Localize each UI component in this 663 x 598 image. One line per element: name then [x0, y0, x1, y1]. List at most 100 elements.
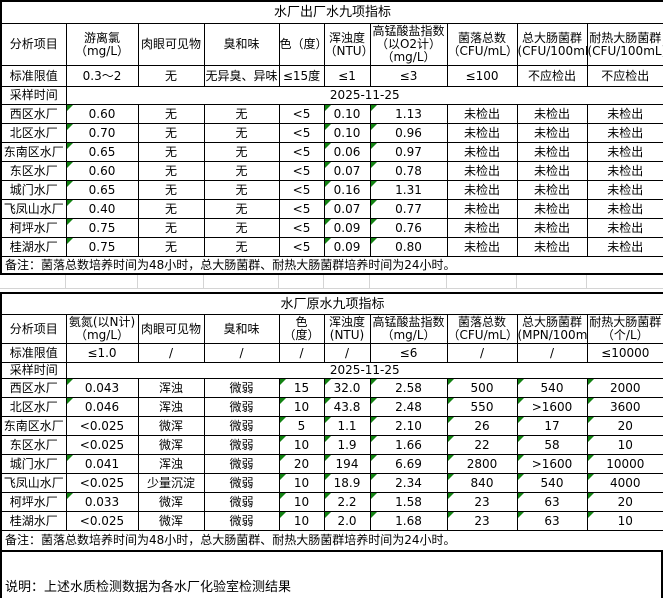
limit-cell[interactable]: 不应检出	[586, 65, 663, 87]
column-header-cell[interactable]: 总大肠菌群(CFU/100mL)	[516, 23, 588, 66]
value-cell[interactable]: 840	[446, 473, 518, 493]
row-header-cell[interactable]: 北区水厂	[0, 397, 67, 417]
value-cell[interactable]: 2800	[446, 454, 518, 474]
value-cell[interactable]: 未检出	[446, 180, 518, 200]
row-header-cell[interactable]: 柯坪水厂	[0, 218, 67, 238]
sample-date-cell[interactable]: 2025-11-25	[65, 86, 663, 105]
value-cell[interactable]: 1.1	[323, 416, 371, 436]
value-cell[interactable]: 18.9	[323, 473, 371, 493]
value-cell[interactable]: 63	[516, 511, 588, 531]
column-header-cell[interactable]: 耐热大肠菌群 （个/L）	[586, 314, 663, 344]
value-cell[interactable]: 0.78	[369, 161, 448, 181]
value-cell[interactable]: 0.60	[65, 104, 139, 124]
row-header-cell[interactable]: 东区水厂	[0, 161, 67, 181]
value-cell[interactable]: 无	[203, 161, 280, 181]
value-cell[interactable]: 43.8	[323, 397, 371, 417]
value-cell[interactable]: 未检出	[586, 104, 663, 124]
limit-cell[interactable]: ≤15度	[278, 65, 325, 87]
value-cell[interactable]: 无	[137, 237, 205, 257]
column-header-cell[interactable]: 总大肠菌群(MPN/100mL)	[516, 314, 588, 344]
value-cell[interactable]: 少量沉淀	[137, 473, 205, 493]
value-cell[interactable]: 2.58	[369, 378, 448, 398]
column-header-cell[interactable]: 色（度）	[278, 23, 325, 66]
value-cell[interactable]: 未检出	[446, 104, 518, 124]
value-cell[interactable]: 20	[278, 454, 325, 474]
row-header-cell[interactable]: 桂湖水厂	[0, 511, 67, 531]
value-cell[interactable]: 微浑	[137, 492, 205, 512]
row-header-cell[interactable]: 标准限值	[0, 343, 67, 363]
row-header-cell[interactable]: 柯坪水厂	[0, 492, 67, 512]
value-cell[interactable]: 20	[586, 492, 663, 512]
value-cell[interactable]: 无	[203, 142, 280, 162]
value-cell[interactable]: 无	[203, 104, 280, 124]
value-cell[interactable]: 2.0	[323, 511, 371, 531]
limit-cell[interactable]: /	[278, 343, 325, 363]
value-cell[interactable]: 0.033	[65, 492, 139, 512]
corner-header-cell[interactable]: 分析项目	[0, 23, 67, 66]
value-cell[interactable]: 10000	[586, 454, 663, 474]
value-cell[interactable]: 未检出	[516, 237, 588, 257]
value-cell[interactable]: 未检出	[516, 199, 588, 219]
limit-cell[interactable]: /	[446, 343, 518, 363]
value-cell[interactable]: 无	[137, 104, 205, 124]
value-cell[interactable]: 浑浊	[137, 378, 205, 398]
value-cell[interactable]: <5	[278, 104, 325, 124]
value-cell[interactable]: 无	[203, 237, 280, 257]
value-cell[interactable]: 浑浊	[137, 454, 205, 474]
value-cell[interactable]: 26	[446, 416, 518, 436]
value-cell[interactable]: 15	[278, 378, 325, 398]
value-cell[interactable]: 0.046	[65, 397, 139, 417]
column-header-cell[interactable]: 菌落总数 （CFU/mL）	[446, 314, 518, 344]
value-cell[interactable]: 微弱	[203, 435, 280, 455]
value-cell[interactable]: 4000	[586, 473, 663, 493]
row-header-cell[interactable]: 东区水厂	[0, 435, 67, 455]
value-cell[interactable]: 0.043	[65, 378, 139, 398]
row-header-cell[interactable]: 飞凤山水厂	[0, 199, 67, 219]
value-cell[interactable]: >1600	[516, 397, 588, 417]
value-cell[interactable]: 无	[137, 199, 205, 219]
limit-cell[interactable]: ≤6	[369, 343, 448, 363]
value-cell[interactable]: 2.2	[323, 492, 371, 512]
value-cell[interactable]: 6.69	[369, 454, 448, 474]
value-cell[interactable]: 63	[516, 492, 588, 512]
value-cell[interactable]: 0.75	[65, 218, 139, 238]
row-header-cell[interactable]: 标准限值	[0, 65, 67, 87]
limit-cell[interactable]: /	[203, 343, 280, 363]
column-header-cell[interactable]: 色（度）	[278, 314, 325, 344]
value-cell[interactable]: 未检出	[516, 142, 588, 162]
value-cell[interactable]: 194	[323, 454, 371, 474]
row-header-cell[interactable]: 西区水厂	[0, 104, 67, 124]
column-header-cell[interactable]: 臭和味	[203, 314, 280, 344]
value-cell[interactable]: 0.07	[323, 199, 371, 219]
value-cell[interactable]: <5	[278, 142, 325, 162]
value-cell[interactable]: 10	[586, 435, 663, 455]
value-cell[interactable]: 0.16	[323, 180, 371, 200]
sample-date-cell[interactable]: 2025-11-25	[65, 362, 663, 379]
column-header-cell[interactable]: 游离氯 （mg/L）	[65, 23, 139, 66]
value-cell[interactable]: 微浑	[137, 416, 205, 436]
value-cell[interactable]: 2000	[586, 378, 663, 398]
value-cell[interactable]: 未检出	[586, 123, 663, 143]
limit-cell[interactable]: ≤10000	[586, 343, 663, 363]
value-cell[interactable]: 10	[278, 473, 325, 493]
value-cell[interactable]: 未检出	[446, 161, 518, 181]
limit-cell[interactable]: 无	[137, 65, 205, 87]
limit-cell[interactable]: ≤100	[446, 65, 518, 87]
value-cell[interactable]: <5	[278, 180, 325, 200]
value-cell[interactable]: 0.76	[369, 218, 448, 238]
value-cell[interactable]: 无	[203, 218, 280, 238]
value-cell[interactable]: 1.68	[369, 511, 448, 531]
value-cell[interactable]: 20	[586, 416, 663, 436]
value-cell[interactable]: 10	[278, 511, 325, 531]
value-cell[interactable]: 微弱	[203, 511, 280, 531]
value-cell[interactable]: 无	[137, 218, 205, 238]
value-cell[interactable]: 0.75	[65, 237, 139, 257]
value-cell[interactable]: 23	[446, 511, 518, 531]
value-cell[interactable]: 未检出	[586, 180, 663, 200]
value-cell[interactable]: 微浑	[137, 435, 205, 455]
value-cell[interactable]: 10	[278, 435, 325, 455]
value-cell[interactable]: 微弱	[203, 416, 280, 436]
value-cell[interactable]: 未检出	[446, 199, 518, 219]
column-header-cell[interactable]: 臭和味	[203, 23, 280, 66]
value-cell[interactable]: 无	[137, 142, 205, 162]
